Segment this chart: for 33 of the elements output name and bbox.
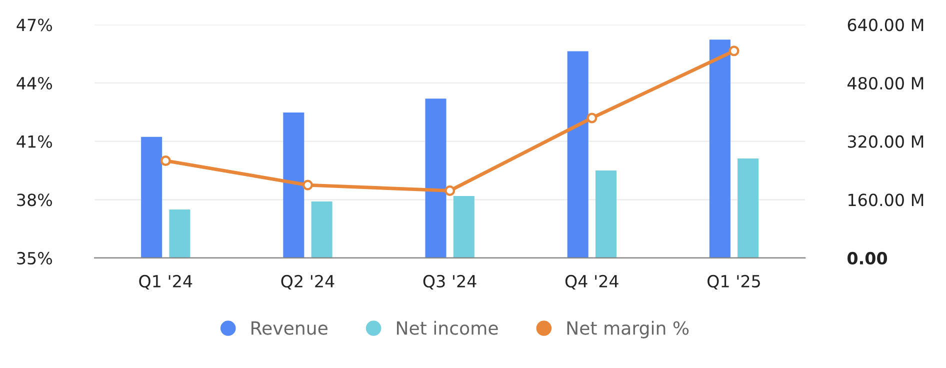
legend-label: Net income — [396, 320, 498, 335]
bar — [709, 40, 730, 258]
point — [160, 155, 171, 166]
bar — [567, 51, 588, 258]
y-tick-label: 38% — [17, 194, 52, 206]
bar — [425, 98, 446, 258]
bar — [738, 158, 759, 258]
y-tick-label: 41% — [16, 135, 52, 148]
y2-tick-label: 320.00 M — [848, 135, 924, 148]
x-tick-label: Q2 '24 — [281, 274, 334, 290]
bar — [283, 112, 304, 258]
legend-label: Revenue — [252, 321, 328, 335]
point — [728, 46, 740, 56]
bar — [141, 136, 162, 258]
bar — [453, 196, 474, 258]
x-tick-label: Q1 '24 — [139, 274, 192, 290]
point — [444, 185, 456, 196]
y2-tick-label: 160.00 M — [848, 194, 924, 206]
point — [586, 112, 598, 124]
y-tick-label: 44% — [16, 76, 52, 90]
bar — [595, 170, 616, 258]
legend-label: Net margin % — [567, 320, 689, 338]
x-tick-label: Q4 '24 — [565, 274, 618, 290]
bar — [311, 201, 332, 258]
y2-tick-label: 0.00 — [848, 252, 888, 265]
bar — [169, 209, 190, 258]
x-tick-label: Q3 '24 — [423, 274, 476, 290]
y-tick-label: 47% — [16, 18, 52, 32]
y2-tick-label: 480.00 M — [848, 76, 924, 90]
y2-tick-label: 640.00 M — [848, 18, 924, 32]
x-tick-label: Q1 '25 — [708, 274, 760, 290]
y-tick-label: 35% — [17, 252, 52, 265]
point — [302, 180, 314, 190]
